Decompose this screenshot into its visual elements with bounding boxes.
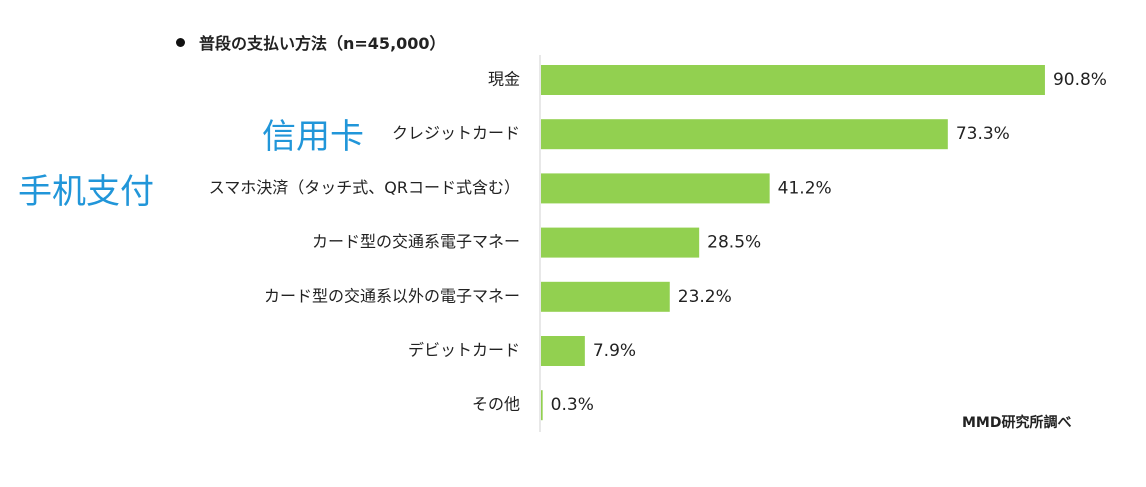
bar: [541, 119, 948, 150]
annotation-mobile-payment: 手机支付: [18, 172, 154, 212]
chart-title: 普段の支払い方法（n=45,000）: [199, 34, 446, 53]
value-label: 7.9%: [593, 341, 636, 361]
value-label: 23.2%: [678, 287, 732, 307]
bar: [541, 227, 700, 258]
value-label: 0.3%: [551, 395, 594, 415]
bar: [541, 173, 770, 204]
bar: [541, 390, 543, 421]
value-label: 90.8%: [1053, 70, 1107, 90]
source-note: MMD研究所調べ: [962, 415, 1072, 431]
bar: [541, 281, 670, 312]
bullet-icon: [176, 37, 185, 47]
bar: [541, 336, 585, 366]
value-label: 41.2%: [778, 178, 832, 198]
annotation-credit-card: 信用卡: [262, 117, 364, 157]
value-label: 73.3%: [956, 124, 1010, 144]
category-label: デビットカード: [408, 341, 520, 360]
category-label: クレジットカード: [392, 124, 520, 143]
category-label: 現金: [488, 70, 520, 89]
bar: [541, 65, 1045, 95]
category-label: カード型の交通系以外の電子マネー: [264, 286, 520, 305]
category-label: スマホ決済（タッチ式、QRコード式含む）: [209, 178, 520, 197]
category-label: カード型の交通系電子マネー: [312, 232, 520, 251]
category-label: その他: [472, 395, 520, 414]
chart-title-row: 普段の支払い方法（n=45,000）: [176, 30, 446, 54]
value-label: 28.5%: [707, 233, 761, 253]
